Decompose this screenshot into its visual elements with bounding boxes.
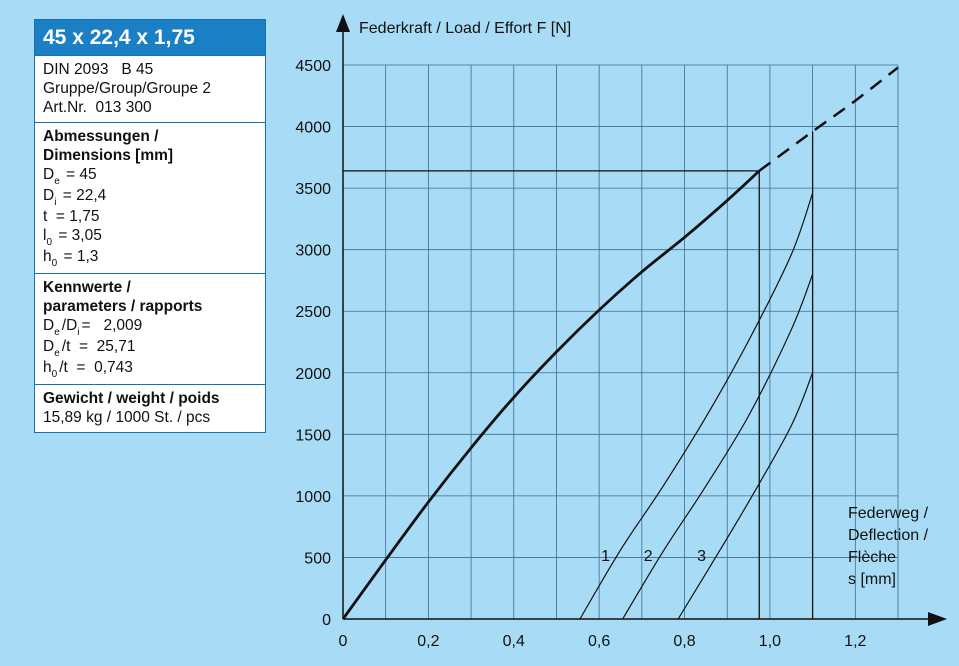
- x-axis-label-line: s [mm]: [848, 571, 896, 588]
- parameter-subscript: 0: [51, 369, 58, 380]
- dimension-subscript: i: [54, 197, 57, 208]
- chart-ticks: 0 500 1000 1500 2000 2500 3000 3500 4000 4500 0 0,2…: [295, 58, 866, 650]
- x-tick-label: 0,8: [673, 633, 695, 650]
- parameters-list: De/Di = 2,009 De/t = 25,71 h0/t = 0,743: [43, 316, 257, 380]
- info-section: DIN 2093 B 45 Gruppe/Group/Groupe 2 Art.…: [35, 55, 265, 122]
- main-load-curve: [341, 169, 761, 620]
- dimensions-section: Abmessungen / Dimensions [mm] De = 45 Di …: [35, 122, 265, 273]
- dimension-row: t = 1,75: [43, 207, 257, 226]
- parameter-symbol: h: [43, 359, 52, 376]
- din-standard: DIN 2093 B 45: [43, 61, 154, 78]
- dimension-symbol: t: [43, 208, 48, 225]
- extrapolated-load-curve: [758, 66, 899, 172]
- chart-grid: [343, 64, 899, 619]
- y-tick-label: 4000: [295, 120, 331, 137]
- x-axis-arrow: [928, 612, 947, 626]
- parameter-value: = 0,743: [67, 359, 133, 376]
- y-axis-arrow: [336, 14, 350, 32]
- dimensions-heading-2: Dimensions [mm]: [43, 147, 174, 164]
- parameter-subscript: e: [54, 327, 60, 338]
- stack-curve-2: [622, 274, 814, 620]
- dimension-value: = 1,3: [59, 248, 99, 265]
- chart-curves: [341, 66, 899, 620]
- dimension-subscript: 0: [46, 237, 53, 248]
- parameter-divisor: /D: [61, 317, 78, 334]
- dimensions-heading-1: Abmessungen /: [43, 128, 159, 145]
- y-tick-label: 3500: [295, 181, 331, 198]
- parameter-divisor: /t: [59, 359, 68, 376]
- y-tick-label: 4500: [295, 58, 331, 75]
- dimension-value: = 22,4: [58, 187, 107, 204]
- parameter-symbol: D: [43, 317, 55, 334]
- stack-curve-label: 3: [697, 548, 706, 565]
- dimension-row: l0 = 3,05: [43, 226, 257, 248]
- parameters-heading-2: parameters / rapports: [43, 298, 203, 315]
- dimension-subscript: e: [54, 176, 60, 187]
- parameter-value: = 2,009: [81, 317, 143, 334]
- spec-panel: 45 x 22,4 x 1,75 DIN 2093 B 45 Gruppe/Gr…: [34, 19, 266, 433]
- dimension-symbol: h: [43, 248, 52, 265]
- y-tick-label: 2000: [295, 366, 331, 383]
- x-tick-label: 0,6: [588, 633, 610, 650]
- stack-curve-label: 1: [601, 548, 610, 565]
- dimension-symbol: l: [43, 227, 47, 244]
- x-tick-label: 0,2: [417, 633, 439, 650]
- stack-curve-label: 2: [644, 548, 653, 565]
- dimension-symbol: D: [43, 166, 55, 183]
- x-tick-label: 1,0: [759, 633, 781, 650]
- weight-value: 15,89 kg / 1000 St. / pcs: [43, 409, 211, 426]
- parameter-row: h0/t = 0,743: [43, 358, 257, 380]
- stack-curve-1: [579, 192, 814, 620]
- y-tick-label: 500: [304, 550, 331, 567]
- parameter-row: De/Di = 2,009: [43, 316, 257, 338]
- x-tick-label: 0: [339, 633, 348, 650]
- parameters-section: Kennwerte / parameters / rapports De/Di =…: [35, 273, 265, 384]
- y-tick-label: 2500: [295, 304, 331, 321]
- x-tick-label: 0,4: [503, 633, 525, 650]
- dimensions-list: De = 45 Di = 22,4 t = 1,75 l0 = 3,05 h0 = 1,…: [43, 165, 257, 269]
- y-tick-label: 1000: [295, 489, 331, 506]
- x-axis-label-line: Flèche: [848, 549, 896, 566]
- y-axis-label: Federkraft / Load / Effort F [N]: [359, 20, 571, 37]
- x-axis-label-line: Federweg /: [848, 505, 929, 522]
- article-number: Art.Nr. 013 300: [43, 99, 152, 116]
- y-tick-label: 0: [322, 612, 331, 629]
- y-tick-label: 1500: [295, 427, 331, 444]
- stack-curve-3: [677, 372, 814, 620]
- dimension-symbol: D: [43, 187, 55, 204]
- dimension-row: Di = 22,4: [43, 186, 257, 208]
- weight-heading: Gewicht / weight / poids: [43, 390, 220, 407]
- chart-labels: Federkraft / Load / Effort F [N] Federweg…: [359, 20, 929, 588]
- dimension-row: De = 45: [43, 165, 257, 187]
- parameter-symbol: D: [43, 338, 55, 355]
- dimension-subscript: 0: [51, 258, 58, 269]
- parameter-subscript: e: [54, 348, 60, 359]
- x-tick-label: 1,2: [844, 633, 866, 650]
- parameter-value: = 25,71: [70, 338, 136, 355]
- x-axis-label-line: Deflection /: [848, 527, 929, 544]
- parameter-row: De/t = 25,71: [43, 337, 257, 359]
- chart-axes: [336, 14, 947, 626]
- spring-size-title: 45 x 22,4 x 1,75: [35, 20, 265, 55]
- dimension-value: = 45: [61, 166, 97, 183]
- weight-section: Gewicht / weight / poids 15,89 kg / 1000…: [35, 384, 265, 432]
- parameters-heading-1: Kennwerte /: [43, 279, 131, 296]
- parameter-subscript: i: [77, 327, 80, 338]
- y-tick-label: 3000: [295, 243, 331, 260]
- group-line: Gruppe/Group/Groupe 2: [43, 80, 212, 97]
- parameter-divisor: /t: [61, 338, 71, 355]
- dimension-row: h0 = 1,3: [43, 247, 257, 269]
- dimension-value: = 1,75: [47, 208, 100, 225]
- dimension-value: = 3,05: [54, 227, 102, 244]
